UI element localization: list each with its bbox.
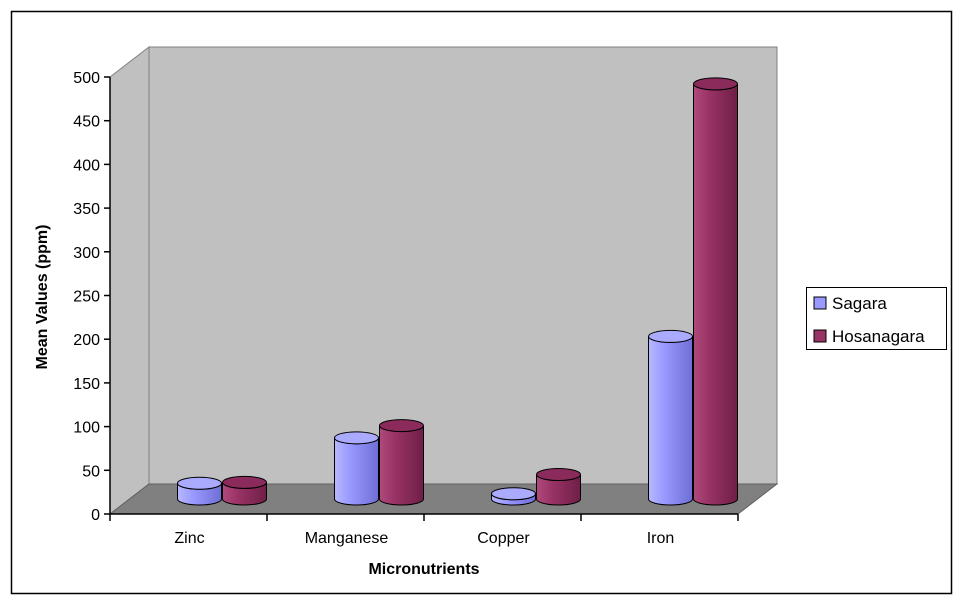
bar-body xyxy=(334,437,379,506)
y-tick-label: 400 xyxy=(73,157,100,174)
y-axis: 0 50 100 150 200 250 300 350 400 450 500 xyxy=(73,70,111,524)
bars xyxy=(177,77,738,506)
y-tick-label: 100 xyxy=(73,420,100,437)
bar-hosanagara-zinc xyxy=(222,475,267,506)
bar-top xyxy=(648,329,693,343)
bar-body xyxy=(648,336,693,506)
x-tick-label: Iron xyxy=(647,530,675,547)
x-axis-title: Micronutrients xyxy=(368,561,479,578)
chart-border xyxy=(10,10,953,595)
bar-sagara-iron xyxy=(648,329,693,506)
y-tick-label: 200 xyxy=(73,332,100,349)
bar-sagara-copper xyxy=(491,487,536,506)
chart-side-wall xyxy=(109,45,150,516)
bar-hosanagara-iron xyxy=(693,77,738,506)
legend-swatch-sagara xyxy=(813,296,827,310)
bar-hosanagara-copper xyxy=(536,468,581,506)
bar-body xyxy=(379,425,424,506)
y-tick-label: 0 xyxy=(91,507,100,524)
bar-hosanagara-manganese xyxy=(379,419,424,506)
legend-swatch-hosanagara xyxy=(813,329,827,343)
x-tick-label: Copper xyxy=(477,530,530,547)
bar-top xyxy=(693,77,738,91)
bar-body xyxy=(693,83,738,506)
bar-sagara-manganese xyxy=(334,431,379,506)
y-tick-label: 250 xyxy=(73,289,100,306)
x-axis: Zinc Manganese Copper Iron xyxy=(109,513,739,547)
x-tick-label: Manganese xyxy=(305,530,389,547)
y-tick-label: 450 xyxy=(73,114,100,131)
legend-label-hosanagara: Hosanagara xyxy=(832,327,925,346)
bar-top xyxy=(379,419,424,433)
bar-top xyxy=(536,468,581,482)
legend-box xyxy=(806,287,947,350)
y-tick-label: 50 xyxy=(82,463,100,480)
legend: Sagara Hosanagara xyxy=(806,287,947,350)
bar-top xyxy=(491,487,536,501)
y-axis-title: Mean Values (ppm) xyxy=(34,225,51,370)
y-tick-label: 300 xyxy=(73,245,100,262)
legend-label-sagara: Sagara xyxy=(832,294,887,313)
y-tick-label: 150 xyxy=(73,376,100,393)
y-tick-label: 350 xyxy=(73,201,100,218)
bar-top xyxy=(222,475,267,489)
y-tick-label: 500 xyxy=(73,70,100,87)
bar-top xyxy=(177,476,222,490)
x-tick-label: Zinc xyxy=(174,530,204,547)
bar-top xyxy=(334,431,379,445)
bar-sagara-zinc xyxy=(177,476,222,506)
